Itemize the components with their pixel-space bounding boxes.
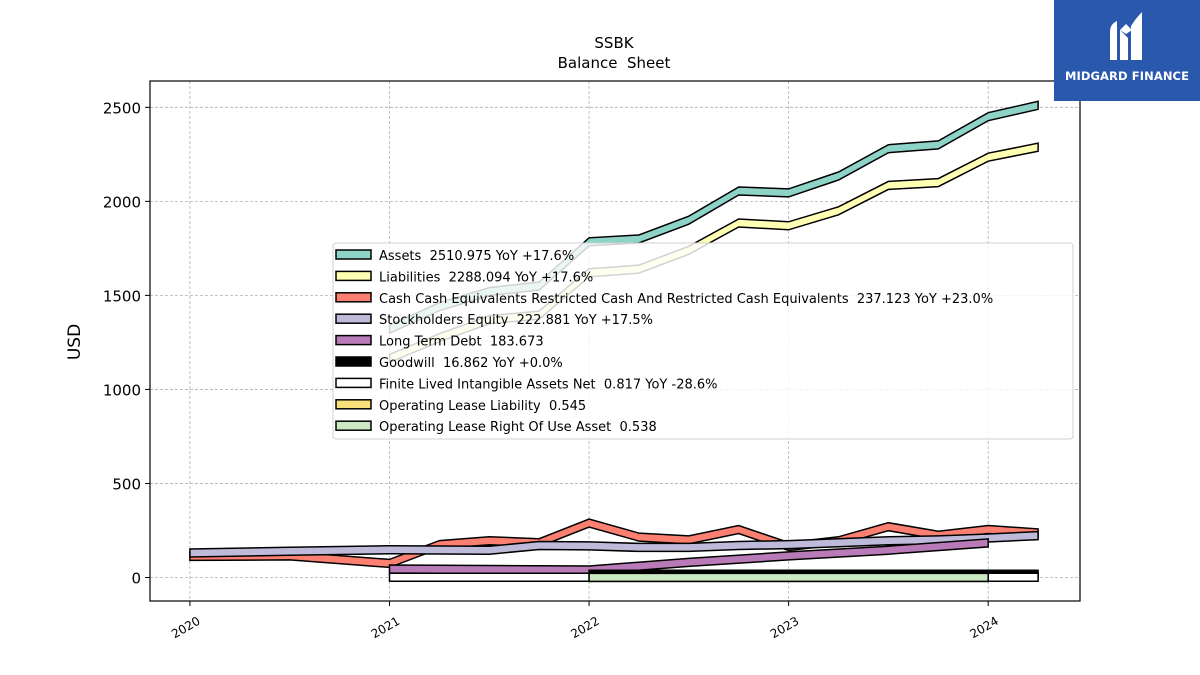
series-band-3: [189, 530, 1039, 558]
y-tick-label: 1000: [103, 381, 141, 399]
legend-entry: Long Term Debt 183.673: [379, 335, 544, 350]
legend-entry: Finite Lived Intangible Assets Net 0.817…: [379, 377, 718, 392]
brand-name: MIDGARD FINANCE: [1064, 69, 1190, 83]
midgard-logo-icon: [1110, 12, 1142, 60]
y-tick-label: 1500: [103, 287, 141, 305]
legend-swatch: [335, 292, 372, 303]
x-tick-label: 2023: [768, 614, 801, 641]
plot-frame: [149, 80, 1081, 602]
x-tick-label: 2024: [967, 614, 1000, 641]
y-tick-label: 2000: [103, 193, 141, 211]
legend-swatch: [335, 334, 372, 346]
legend-entry: Operating Lease Right Of Use Asset 0.538: [379, 420, 657, 435]
legend-entry: Cash Cash Equivalents Restricted Cash An…: [379, 292, 993, 307]
legend-swatch: [335, 356, 372, 367]
midgard-finance-logo: MIDGARD FINANCE: [1054, 0, 1200, 101]
legend-entry: Assets 2510.975 YoY +17.6%: [379, 249, 574, 264]
y-axis-label: USD: [65, 324, 85, 360]
chart-subtitle: Balance Sheet: [558, 54, 671, 72]
y-tick-label: 0: [131, 569, 141, 587]
legend-entry: Operating Lease Liability 0.545: [379, 399, 586, 414]
legend-entry: Goodwill 16.862 YoY +0.0%: [379, 356, 563, 371]
chart-title: SSBK: [594, 34, 634, 52]
x-tick-label: 2022: [568, 614, 601, 641]
legend-entry: Stockholders Equity 222.881 YoY +17.5%: [379, 313, 653, 328]
series-band-8: [588, 572, 989, 583]
legend-swatch: [335, 420, 372, 431]
x-tick-label: 2020: [169, 614, 202, 641]
legend-swatch: [335, 377, 372, 389]
y-tick-label: 500: [112, 475, 141, 493]
legend-swatch: [335, 399, 372, 410]
legend-entry: Liabilities 2288.094 YoY +17.6%: [379, 270, 593, 285]
y-tick-label: 2500: [103, 99, 141, 117]
x-tick-label: 2021: [369, 614, 402, 641]
legend-swatch: [335, 249, 372, 260]
legend-box: [332, 242, 1074, 440]
legend-swatch: [335, 270, 372, 282]
legend-swatch: [335, 313, 372, 324]
